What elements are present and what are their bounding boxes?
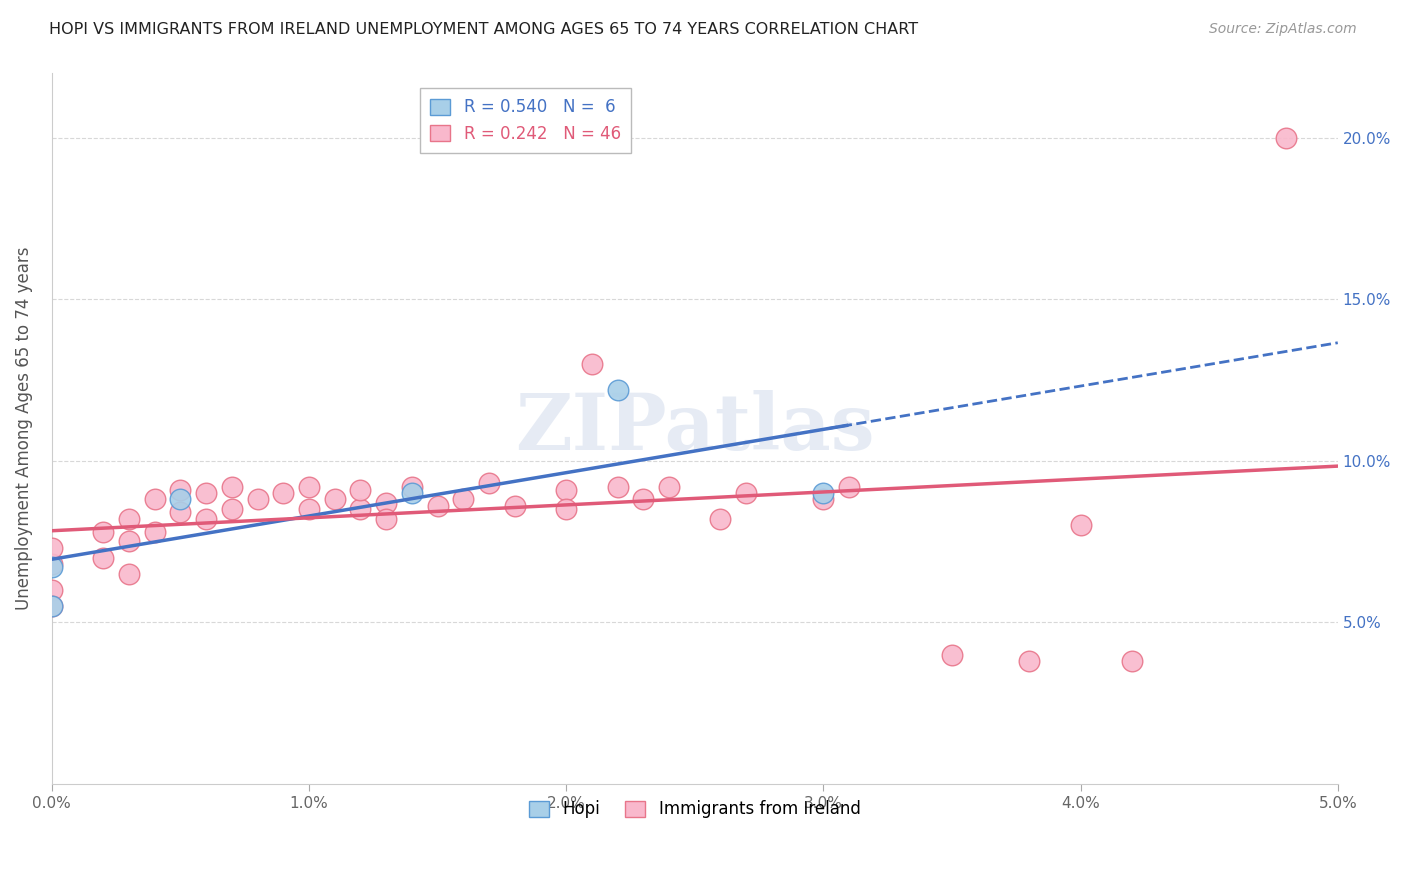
Text: HOPI VS IMMIGRANTS FROM IRELAND UNEMPLOYMENT AMONG AGES 65 TO 74 YEARS CORRELATI: HOPI VS IMMIGRANTS FROM IRELAND UNEMPLOY…: [49, 22, 918, 37]
Point: [221, 479, 243, 493]
Point: [41, 599, 63, 613]
Point: [41, 582, 63, 597]
Point: [221, 502, 243, 516]
Point: [91, 524, 114, 539]
Point: [606, 383, 628, 397]
Point: [581, 357, 603, 371]
Point: [941, 648, 963, 662]
Point: [169, 483, 191, 497]
Point: [298, 479, 321, 493]
Point: [451, 492, 474, 507]
Point: [375, 496, 398, 510]
Point: [709, 512, 731, 526]
Point: [555, 502, 578, 516]
Point: [349, 502, 371, 516]
Point: [478, 476, 501, 491]
Point: [813, 492, 835, 507]
Text: ZIPatlas: ZIPatlas: [515, 391, 875, 467]
Point: [426, 499, 449, 513]
Point: [271, 486, 294, 500]
Point: [401, 486, 423, 500]
Point: [41, 560, 63, 574]
Point: [41, 541, 63, 555]
Point: [41, 599, 63, 613]
Point: [118, 566, 141, 581]
Point: [143, 492, 166, 507]
Point: [91, 550, 114, 565]
Point: [118, 534, 141, 549]
Point: [503, 499, 526, 513]
Point: [606, 479, 628, 493]
Point: [735, 486, 758, 500]
Y-axis label: Unemployment Among Ages 65 to 74 years: Unemployment Among Ages 65 to 74 years: [15, 246, 32, 610]
Point: [246, 492, 269, 507]
Point: [1070, 518, 1092, 533]
Point: [298, 502, 321, 516]
Point: [169, 505, 191, 519]
Point: [838, 479, 860, 493]
Legend: Hopi, Immigrants from Ireland: Hopi, Immigrants from Ireland: [523, 794, 868, 825]
Point: [195, 486, 218, 500]
Text: Source: ZipAtlas.com: Source: ZipAtlas.com: [1209, 22, 1357, 37]
Point: [169, 492, 191, 507]
Point: [41, 557, 63, 571]
Point: [1275, 130, 1298, 145]
Point: [401, 479, 423, 493]
Point: [813, 486, 835, 500]
Point: [349, 483, 371, 497]
Point: [143, 524, 166, 539]
Point: [195, 512, 218, 526]
Point: [555, 483, 578, 497]
Point: [658, 479, 681, 493]
Point: [1121, 654, 1143, 668]
Point: [118, 512, 141, 526]
Point: [633, 492, 655, 507]
Point: [1018, 654, 1040, 668]
Point: [323, 492, 346, 507]
Point: [375, 512, 398, 526]
